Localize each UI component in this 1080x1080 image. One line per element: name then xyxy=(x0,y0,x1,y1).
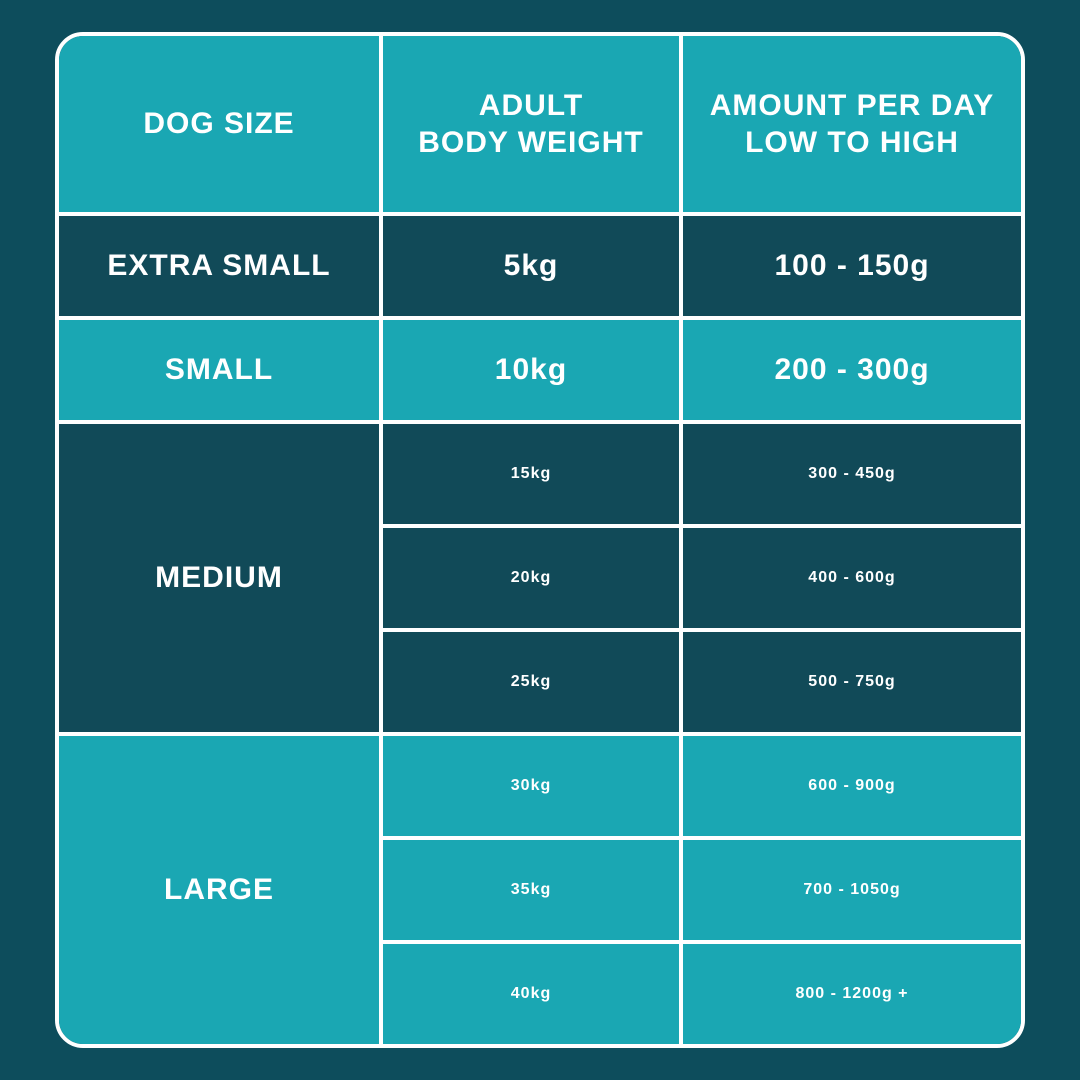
table-row: SMALL 10kg 200 - 300g xyxy=(59,320,1021,424)
amount-cell: 300 - 450g xyxy=(683,424,1021,524)
size-label: EXTRA SMALL xyxy=(59,216,383,316)
weight-cell: 5kg xyxy=(383,216,683,316)
amount-cell: 200 - 300g xyxy=(683,320,1021,420)
table-header-row: DOG SIZE ADULT BODY WEIGHT AMOUNT PER DA… xyxy=(59,36,1021,216)
weight-cell: 10kg xyxy=(383,320,683,420)
weight-cell: 35kg xyxy=(383,840,683,940)
weight-cell: 15kg xyxy=(383,424,683,524)
size-label: MEDIUM xyxy=(59,424,383,732)
col-header-body-weight: ADULT BODY WEIGHT xyxy=(383,36,683,212)
weight-cell: 30kg xyxy=(383,736,683,836)
col-header-dog-size: DOG SIZE xyxy=(59,36,383,212)
amount-cell: 600 - 900g xyxy=(683,736,1021,836)
size-label: LARGE xyxy=(59,736,383,1044)
table-row-group: MEDIUM 15kg 300 - 450g 20kg 400 - 600g 2… xyxy=(59,424,1021,736)
amount-cell: 400 - 600g xyxy=(683,528,1021,628)
amount-cell: 700 - 1050g xyxy=(683,840,1021,940)
amount-cell: 100 - 150g xyxy=(683,216,1021,316)
amount-cell: 500 - 750g xyxy=(683,632,1021,732)
weight-cell: 40kg xyxy=(383,944,683,1044)
table-row: EXTRA SMALL 5kg 100 - 150g xyxy=(59,216,1021,320)
col-header-amount: AMOUNT PER DAY LOW TO HIGH xyxy=(683,36,1021,212)
feeding-table: DOG SIZE ADULT BODY WEIGHT AMOUNT PER DA… xyxy=(55,32,1025,1048)
weight-cell: 25kg xyxy=(383,632,683,732)
weight-cell: 20kg xyxy=(383,528,683,628)
size-label: SMALL xyxy=(59,320,383,420)
table-row-group: LARGE 30kg 600 - 900g 35kg 700 - 1050g 4… xyxy=(59,736,1021,1044)
amount-cell: 800 - 1200g + xyxy=(683,944,1021,1044)
